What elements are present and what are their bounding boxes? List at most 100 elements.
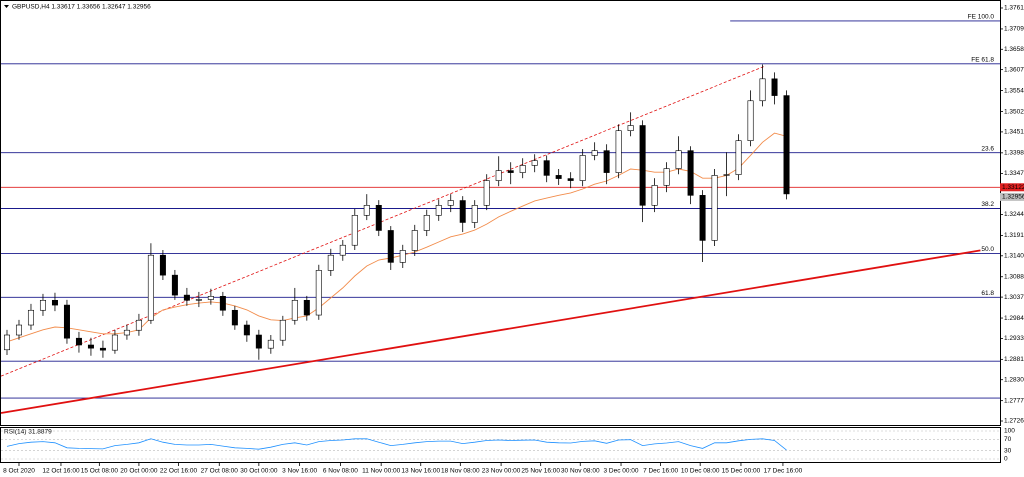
fib-label: 61.8 xyxy=(981,290,994,297)
candle-body xyxy=(255,334,262,349)
candle-body xyxy=(279,319,286,341)
x-tick-label: 7 Dec 16:00 xyxy=(643,468,678,475)
candle-body xyxy=(615,130,622,173)
rsi-tick-label: 30 xyxy=(1004,447,1012,454)
y-tick-label: 1.30880 xyxy=(1004,273,1024,280)
trendline xyxy=(0,249,981,414)
bid-tag xyxy=(1000,192,1024,201)
price-tag xyxy=(1000,183,1024,192)
y-tick-label: 1.33985 xyxy=(1004,150,1024,157)
x-tick-label: 17 Dec 16:00 xyxy=(764,468,803,475)
candle-body xyxy=(459,200,466,223)
menu-arrow xyxy=(4,5,9,8)
candle-body xyxy=(399,250,406,263)
candle-body xyxy=(39,299,46,311)
candle-body xyxy=(411,230,418,251)
trendline xyxy=(0,65,766,377)
x-tick-label: 12 Oct 16:00 xyxy=(42,468,80,475)
candle-body xyxy=(711,175,718,241)
candle-body xyxy=(291,299,298,321)
rsi-tick-label: 100 xyxy=(1004,428,1015,435)
rsi-header: RSI(14) 31.8879 xyxy=(4,429,52,436)
symbol-header: GBPUSD,H4 1.33617 1.33656 1.32647 1.3295… xyxy=(12,4,151,11)
x-tick-label: 20 Oct 00:00 xyxy=(120,468,158,475)
candle-body xyxy=(483,180,490,206)
candle-body xyxy=(387,230,394,263)
candle-body xyxy=(207,296,214,300)
candle-body xyxy=(123,329,130,336)
fib-label: 38.2 xyxy=(981,201,994,208)
candle-body xyxy=(339,244,346,256)
candle-body xyxy=(219,296,226,311)
y-tick-label: 1.29845 xyxy=(1004,315,1024,322)
candle-body xyxy=(231,309,238,326)
x-tick-label: 6 Nov 08:00 xyxy=(323,468,358,475)
y-tick-label: 1.28300 xyxy=(1004,376,1024,383)
candle-body xyxy=(267,339,274,349)
rsi-line xyxy=(6,438,787,451)
candle-body xyxy=(75,337,82,346)
candle-body xyxy=(687,150,694,196)
candle-body xyxy=(27,309,34,326)
candle-body xyxy=(3,334,10,351)
rsi-pane xyxy=(0,427,1001,463)
candle-body xyxy=(747,100,754,141)
candle-body xyxy=(51,299,58,306)
rsi-tick-label: 70 xyxy=(1004,436,1012,443)
rsi-tick-label: 0 xyxy=(1004,456,1008,463)
y-tick-label: 1.27775 xyxy=(1004,397,1024,404)
x-tick-label: 3 Nov 16:00 xyxy=(282,468,317,475)
candle-body xyxy=(243,324,250,336)
x-tick-label: 8 Oct 2020 xyxy=(3,468,35,475)
x-tick-label: 3 Dec 00:00 xyxy=(603,468,638,475)
y-tick-label: 1.35020 xyxy=(1004,108,1024,115)
y-tick-label: 1.28810 xyxy=(1004,356,1024,363)
x-tick-label: 30 Oct 00:00 xyxy=(240,468,278,475)
y-tick-label: 1.35545 xyxy=(1004,87,1024,94)
candle-body xyxy=(99,347,106,351)
candle-body xyxy=(543,160,550,176)
bid-tag-label: 1.32956 xyxy=(1002,194,1024,201)
candle-body xyxy=(435,205,442,216)
candle-body xyxy=(579,155,586,181)
y-tick-label: 1.37090 xyxy=(1004,26,1024,33)
candle-body xyxy=(735,140,742,175)
x-tick-label: 27 Oct 08:00 xyxy=(201,468,239,475)
candle-body xyxy=(675,150,682,169)
x-tick-label: 30 Nov 08:00 xyxy=(561,468,600,475)
y-tick-label: 1.31915 xyxy=(1004,232,1024,239)
y-tick-label: 1.36070 xyxy=(1004,66,1024,73)
candle-body xyxy=(495,170,502,181)
y-tick-label: 1.31405 xyxy=(1004,253,1024,260)
y-tick-label: 1.33470 xyxy=(1004,170,1024,177)
y-tick-label: 1.27265 xyxy=(1004,418,1024,425)
candle-body xyxy=(183,294,190,301)
candle-body xyxy=(111,334,118,351)
x-tick-label: 13 Nov 16:00 xyxy=(401,468,440,475)
candle-body xyxy=(87,344,94,349)
candle-body xyxy=(351,214,358,246)
y-tick-label: 1.30370 xyxy=(1004,294,1024,301)
candle-body xyxy=(531,160,538,166)
y-tick-label: 1.37615 xyxy=(1004,5,1024,12)
x-tick-label: 23 Nov 00:00 xyxy=(482,468,521,475)
candle-body xyxy=(315,270,322,316)
y-tick-label: 1.29335 xyxy=(1004,335,1024,342)
candle-body xyxy=(63,304,70,339)
candle-body xyxy=(147,254,154,321)
fib-label: FE 61.8 xyxy=(971,57,994,64)
candle-body xyxy=(375,205,382,231)
candle-body xyxy=(159,254,166,276)
candle-body xyxy=(519,165,526,173)
candle-body xyxy=(363,205,370,216)
candle-body xyxy=(567,178,574,181)
candle-body xyxy=(699,195,706,241)
candle-body xyxy=(555,175,562,179)
y-tick-label: 1.3658 xyxy=(1004,46,1024,53)
candle-body xyxy=(591,150,598,156)
x-tick-label: 25 Nov 16:00 xyxy=(521,468,560,475)
candle-body xyxy=(135,319,142,331)
candle-body xyxy=(627,125,634,131)
fib-label: 50.0 xyxy=(981,246,994,253)
